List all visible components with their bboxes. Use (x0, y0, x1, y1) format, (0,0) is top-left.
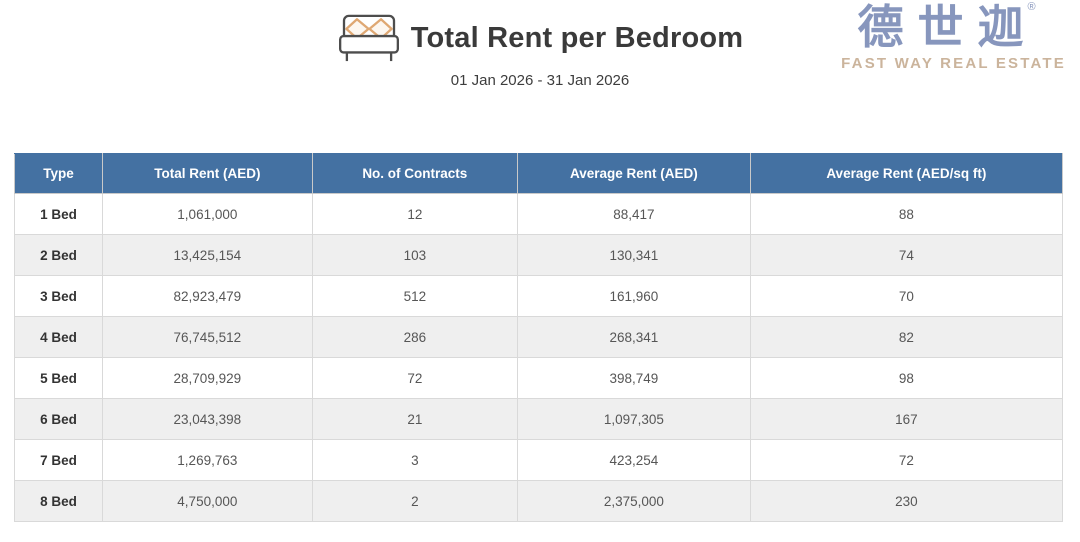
total-rent-cell: 4,750,000 (102, 480, 313, 522)
column-header: Average Rent (AED) (517, 153, 751, 194)
type-cell: 5 Bed (13, 357, 104, 399)
total-rent-cell: 1,269,763 (102, 439, 313, 481)
type-cell: 6 Bed (13, 398, 104, 440)
table-body: 1 Bed 1,061,000 12 88,417 88 2 Bed 13,425,154 1… (13, 193, 1064, 522)
title-row: Total Rent per Bedroom (0, 0, 1080, 63)
contracts-cell: 103 (311, 234, 519, 276)
type-cell: 2 Bed (13, 234, 104, 276)
contracts-cell: 12 (311, 193, 519, 235)
total-rent-cell: 28,709,929 (102, 357, 313, 399)
avg-rent-cell: 268,341 (517, 316, 751, 358)
contracts-cell: 21 (311, 398, 519, 440)
contracts-cell: 286 (311, 316, 519, 358)
type-cell: 1 Bed (13, 193, 104, 235)
avg-rent-sqft-cell: 167 (749, 398, 1064, 440)
table-row: 4 Bed 76,745,512 286 268,341 82 (13, 316, 1064, 358)
avg-rent-cell: 1,097,305 (517, 398, 751, 440)
avg-rent-sqft-cell: 230 (749, 480, 1064, 522)
avg-rent-sqft-cell: 88 (749, 193, 1064, 235)
table-row: 2 Bed 13,425,154 103 130,341 74 (13, 234, 1064, 276)
report-header: Total Rent per Bedroom 01 Jan 2026 - 31 … (0, 0, 1080, 153)
avg-rent-cell: 2,375,000 (517, 480, 751, 522)
table-row: 5 Bed 28,709,929 72 398,749 98 (13, 357, 1064, 399)
bed-icon (337, 13, 401, 63)
contracts-cell: 512 (311, 275, 519, 317)
table-row: 7 Bed 1,269,763 3 423,254 72 (13, 439, 1064, 481)
avg-rent-cell: 398,749 (517, 357, 751, 399)
total-rent-cell: 76,745,512 (102, 316, 313, 358)
logo-tagline: FAST WAY REAL ESTATE (841, 55, 1066, 72)
table-row: 3 Bed 82,923,479 512 161,960 70 (13, 275, 1064, 317)
avg-rent-cell: 161,960 (517, 275, 751, 317)
type-cell: 7 Bed (13, 439, 104, 481)
page-title: Total Rent per Bedroom (410, 21, 744, 54)
table-row: 6 Bed 23,043,398 21 1,097,305 167 (13, 398, 1064, 440)
avg-rent-sqft-cell: 74 (749, 234, 1064, 276)
table-row: 8 Bed 4,750,000 2 2,375,000 230 (13, 480, 1064, 522)
type-cell: 8 Bed (13, 480, 104, 522)
total-rent-cell: 23,043,398 (102, 398, 313, 440)
contracts-cell: 72 (311, 357, 519, 399)
company-logo: 德世迦® FAST WAY REAL ESTATE (841, 1, 1066, 72)
rent-per-bedroom-table: Type Total Rent (AED) No. of Contracts Aver… (13, 153, 1064, 522)
total-rent-cell: 1,061,000 (102, 193, 313, 235)
table-row: 1 Bed 1,061,000 12 88,417 88 (13, 193, 1064, 235)
logo-chinese-name: 德世迦® (857, 1, 1038, 53)
avg-rent-sqft-cell: 72 (749, 439, 1064, 481)
contracts-cell: 3 (311, 439, 519, 481)
type-cell: 4 Bed (13, 316, 104, 358)
column-header: Average Rent (AED/sq ft) (749, 153, 1064, 194)
avg-rent-sqft-cell: 82 (749, 316, 1064, 358)
table-header-row: Type Total Rent (AED) No. of Contracts Aver… (13, 153, 1064, 194)
column-header: Total Rent (AED) (102, 153, 313, 194)
column-header: No. of Contracts (311, 153, 519, 194)
column-header: Type (13, 153, 104, 194)
contracts-cell: 2 (311, 480, 519, 522)
avg-rent-cell: 130,341 (517, 234, 751, 276)
total-rent-cell: 82,923,479 (102, 275, 313, 317)
avg-rent-cell: 88,417 (517, 193, 751, 235)
date-range: 01 Jan 2026 - 31 Jan 2026 (450, 72, 630, 89)
avg-rent-cell: 423,254 (517, 439, 751, 481)
total-rent-cell: 13,425,154 (102, 234, 313, 276)
avg-rent-sqft-cell: 70 (749, 275, 1064, 317)
avg-rent-sqft-cell: 98 (749, 357, 1064, 399)
registered-trademark-icon: ® (1027, 1, 1036, 13)
type-cell: 3 Bed (13, 275, 104, 317)
